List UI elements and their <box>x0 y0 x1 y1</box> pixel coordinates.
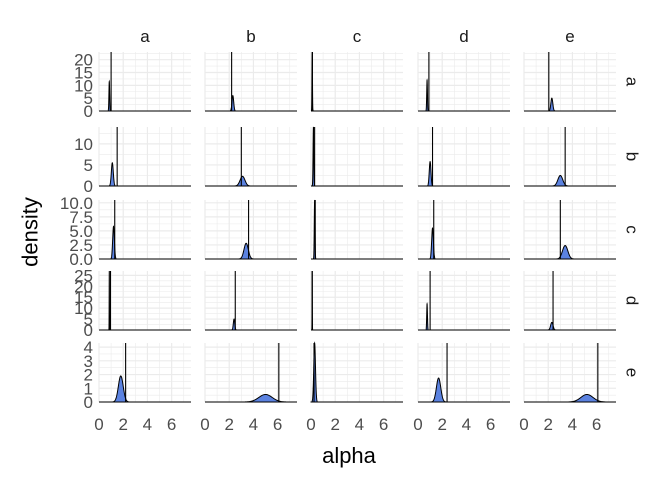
row-strip-label: a <box>623 77 642 87</box>
x-tick-label: 2 <box>118 415 127 434</box>
y-tick-label: 15 <box>74 64 93 83</box>
y-tick-label: 20 <box>74 277 93 296</box>
row-strip-label: d <box>623 296 642 305</box>
y-tick-label: 5 <box>84 89 93 108</box>
x-tick-label: 0 <box>94 415 103 434</box>
x-tick-label: 2 <box>330 415 339 434</box>
y-tick-label: 0.0 <box>69 250 93 269</box>
x-tick-label: 0 <box>413 415 422 434</box>
x-tick-label: 4 <box>355 415 364 434</box>
density-area-a-d <box>418 78 510 112</box>
density-area-c-d <box>418 227 510 260</box>
x-tick-label: 6 <box>486 415 495 434</box>
y-tick-label: 5.0 <box>69 222 93 241</box>
row-strip-label: e <box>623 368 642 377</box>
x-tick-label: 6 <box>273 415 282 434</box>
x-tick-label: 4 <box>568 415 577 434</box>
y-tick-label: 0 <box>84 321 93 340</box>
column-strip-label: c <box>353 27 362 46</box>
y-axis-title: density <box>18 197 43 267</box>
y-tick-label: 7.5 <box>69 208 93 227</box>
density-area-d-e <box>524 321 616 331</box>
density-area-a-c <box>310 51 403 112</box>
x-tick-label: 4 <box>249 415 258 434</box>
y-tick-label: 2 <box>84 366 93 385</box>
y-tick-label: 10 <box>74 76 93 95</box>
density-area-e-b <box>205 393 297 403</box>
density-area-a-b <box>205 94 297 112</box>
density-area-e-d <box>418 377 510 403</box>
density-area-c-e <box>524 244 616 260</box>
density-area-c-a <box>99 225 191 260</box>
y-tick-label: 2.5 <box>69 236 93 255</box>
row-strip-label: b <box>623 152 642 161</box>
x-tick-label: 4 <box>462 415 471 434</box>
x-tick-label: 2 <box>543 415 552 434</box>
y-tick-label: 1 <box>84 379 93 398</box>
y-tick-label: 5 <box>84 156 93 175</box>
density-area-b-e <box>524 174 616 187</box>
column-strip-label: d <box>459 27 468 46</box>
x-tick-label: 0 <box>306 415 315 434</box>
y-tick-label: 0 <box>84 393 93 412</box>
density-area-b-c <box>311 126 403 187</box>
density-area-a-e <box>524 97 616 112</box>
density-area-c-c <box>311 199 403 260</box>
y-tick-label: 0 <box>84 102 93 121</box>
density-area-d-d <box>418 302 510 331</box>
x-tick-label: 2 <box>437 415 446 434</box>
row-strip-label: c <box>623 225 642 234</box>
column-strip-label: b <box>246 27 255 46</box>
x-tick-label: 2 <box>224 415 233 434</box>
x-tick-label: 6 <box>167 415 176 434</box>
density-area-c-b <box>205 242 297 260</box>
y-tick-label: 25 <box>74 266 93 285</box>
density-area-d-a <box>99 270 191 331</box>
density-area-e-c <box>310 341 403 403</box>
y-tick-label: 0 <box>84 177 93 196</box>
density-area-b-a <box>99 162 191 187</box>
column-strip-label: e <box>565 27 574 46</box>
y-tick-label: 10 <box>74 135 93 154</box>
y-tick-label: 15 <box>74 288 93 307</box>
x-tick-label: 6 <box>592 415 601 434</box>
x-tick-label: 0 <box>200 415 209 434</box>
y-tick-label: 3 <box>84 352 93 371</box>
density-area-d-c <box>311 270 403 331</box>
density-area-b-d <box>418 160 510 187</box>
y-tick-label: 10 <box>74 299 93 318</box>
x-axis-title: alpha <box>322 443 377 468</box>
density-area-e-a <box>99 375 191 403</box>
x-tick-label: 0 <box>519 415 528 434</box>
x-tick-label: 6 <box>379 415 388 434</box>
y-tick-label: 10.0 <box>60 194 93 213</box>
density-area-d-b <box>205 318 297 331</box>
y-tick-label: 5 <box>84 310 93 329</box>
y-tick-label: 20 <box>74 51 93 70</box>
density-area-e-e <box>524 393 616 403</box>
column-strip-label: a <box>140 27 150 46</box>
y-tick-label: 4 <box>84 338 93 357</box>
x-tick-label: 4 <box>143 415 152 434</box>
density-area-b-b <box>205 175 297 187</box>
density-area-a-a <box>99 79 191 112</box>
